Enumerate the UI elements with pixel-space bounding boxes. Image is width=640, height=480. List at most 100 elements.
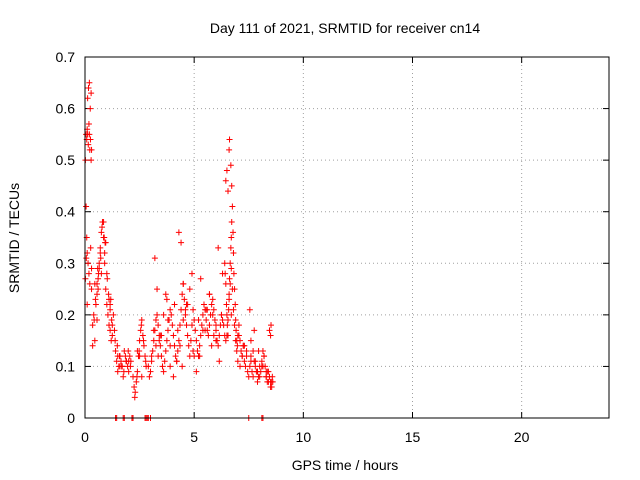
data-point — [223, 301, 230, 308]
y-tick-label: 0.4 — [56, 204, 76, 220]
data-point — [139, 332, 146, 339]
y-tick-label: 0.2 — [56, 307, 76, 323]
data-point — [120, 368, 127, 375]
data-point — [209, 296, 216, 303]
data-point — [137, 327, 144, 334]
data-point — [176, 342, 183, 349]
data-point — [196, 353, 203, 360]
grid — [85, 57, 609, 418]
data-point — [132, 389, 139, 396]
data-point — [192, 327, 199, 334]
data-point — [233, 347, 240, 354]
data-point — [263, 373, 270, 380]
data-point — [88, 157, 95, 164]
data-point — [250, 347, 257, 354]
data-point — [91, 280, 98, 287]
data-point — [111, 327, 118, 334]
data-point — [183, 322, 190, 329]
data-point — [88, 90, 95, 97]
data-point — [228, 311, 235, 318]
x-tick-label: 5 — [190, 429, 198, 445]
data-point — [114, 342, 121, 349]
data-point — [142, 353, 149, 360]
data-point — [96, 265, 103, 272]
data-point — [204, 306, 211, 313]
data-point — [92, 296, 99, 303]
data-point — [190, 306, 197, 313]
data-point — [103, 270, 110, 277]
data-point — [92, 301, 99, 308]
data-point — [159, 363, 166, 370]
data-point — [216, 332, 223, 339]
data-point — [230, 229, 237, 236]
data-point — [125, 347, 132, 354]
data-point — [218, 311, 225, 318]
data-point — [268, 322, 275, 329]
data-point — [98, 229, 105, 236]
data-point — [91, 337, 98, 344]
data-point — [175, 337, 182, 344]
data-point — [176, 322, 183, 329]
data-point — [247, 337, 254, 344]
data-point — [228, 265, 235, 272]
data-point — [200, 301, 207, 308]
data-point — [150, 327, 157, 334]
data-point — [190, 347, 197, 354]
data-point — [254, 368, 261, 375]
data-point — [229, 203, 236, 210]
data-point — [170, 332, 177, 339]
y-tick-label: 0.1 — [56, 358, 76, 374]
data-point — [114, 353, 121, 360]
data-point — [109, 332, 116, 339]
y-tick-label: 0 — [67, 410, 75, 426]
data-point — [127, 363, 134, 370]
data-point — [110, 311, 117, 318]
data-point — [169, 322, 176, 329]
data-point — [147, 368, 154, 375]
data-point — [160, 311, 167, 318]
data-point — [86, 79, 93, 86]
data-point — [101, 260, 108, 267]
data-point — [148, 353, 155, 360]
data-point — [230, 270, 237, 277]
data-point — [246, 363, 253, 370]
data-point — [136, 353, 143, 360]
data-point — [90, 311, 97, 318]
axis-tick-labels: 0 0.1 0.2 0.3 0.4 0.5 0.6 0.7 0 5 10 15 20 — [56, 49, 530, 445]
data-point — [228, 234, 235, 241]
data-point — [146, 373, 153, 380]
data-point — [138, 317, 145, 324]
data-point — [84, 95, 91, 102]
data-point — [99, 224, 106, 231]
data-point — [87, 244, 94, 251]
data-point — [199, 311, 206, 318]
data-point — [164, 327, 171, 334]
data-point — [240, 342, 247, 349]
data-point — [87, 105, 94, 112]
data-point — [226, 146, 233, 153]
data-point — [234, 358, 241, 365]
x-axis-label: GPS time / hours — [292, 457, 399, 473]
data-point — [180, 317, 187, 324]
data-point — [223, 167, 230, 174]
data-point — [131, 384, 138, 391]
data-point — [179, 363, 186, 370]
data-point — [174, 347, 181, 354]
data-point — [267, 332, 274, 339]
data-point — [109, 322, 116, 329]
data-point — [134, 347, 141, 354]
data-point — [198, 322, 205, 329]
data-point — [134, 368, 141, 375]
data-point — [170, 373, 177, 380]
data-point — [237, 363, 244, 370]
data-point — [246, 306, 253, 313]
data-point — [261, 353, 268, 360]
axis-ticks — [84, 56, 609, 419]
data-point — [234, 342, 241, 349]
data-point — [162, 347, 169, 354]
data-point — [216, 358, 223, 365]
data-point — [188, 322, 195, 329]
data-point — [182, 311, 189, 318]
data-point — [268, 378, 275, 385]
